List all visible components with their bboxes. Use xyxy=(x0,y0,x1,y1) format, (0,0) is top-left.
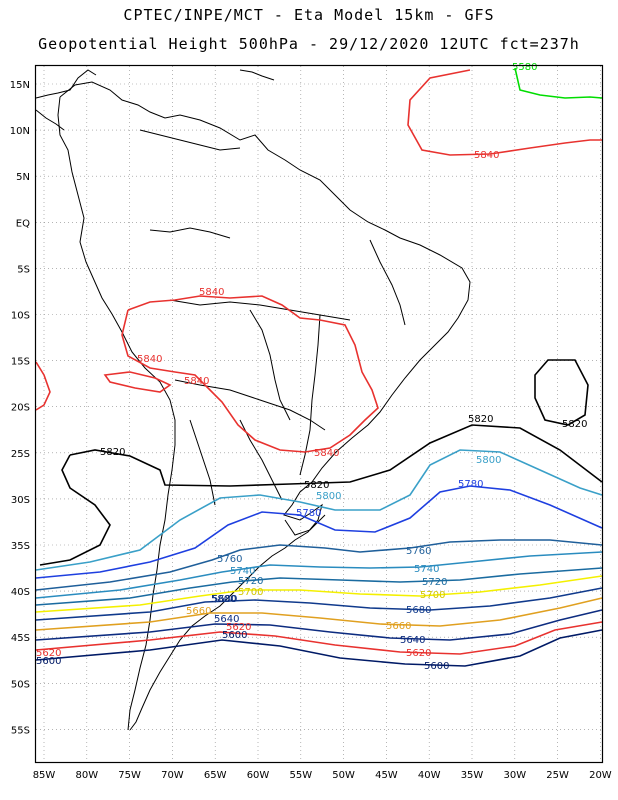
longitude-label: 40W xyxy=(418,770,441,781)
map-frame xyxy=(34,64,604,764)
latitude-label: 55S xyxy=(11,725,30,736)
contour-5760 xyxy=(35,539,603,591)
contours xyxy=(35,67,603,667)
label-5620-west: 5620 xyxy=(226,622,251,633)
label-5680-west: 5680 xyxy=(212,594,237,605)
longitude-label: 60W xyxy=(247,770,270,781)
label-5600-edge: 5600 xyxy=(36,656,61,667)
latitude-label: 5S xyxy=(17,264,30,275)
label-5660-west: 5660 xyxy=(186,606,211,617)
longitude-label: 35W xyxy=(461,770,484,781)
contour-5840-north xyxy=(407,69,602,156)
longitude-labels: 85W 80W 75W 70W 65W 60W 55W 50W 45W 40W 35W 30W 25W 2… xyxy=(33,770,612,781)
contour-5840-west-edge xyxy=(35,361,51,411)
contour-5600 xyxy=(35,629,603,667)
label-5780-center: 5780 xyxy=(296,508,321,519)
contour-5820-sw xyxy=(39,454,111,566)
label-5740-west: 5740 xyxy=(230,566,255,577)
contour-5780 xyxy=(35,485,603,579)
longitude-label: 75W xyxy=(118,770,141,781)
latitude-label: 45S xyxy=(11,633,30,644)
contour-5620 xyxy=(35,621,603,655)
contour-5660 xyxy=(35,597,603,631)
contour-5680 xyxy=(35,587,603,621)
coastline-south-america xyxy=(57,81,471,731)
longitude-label: 55W xyxy=(289,770,312,781)
label-5820-center: 5820 xyxy=(304,480,329,491)
latitude-label: 5N xyxy=(16,172,30,183)
map-title: CPTEC/INPE/MCT - Eta Model 15km - GFS xyxy=(123,6,495,24)
label-5600-west: 5600 xyxy=(222,630,247,641)
label-5640-west: 5640 xyxy=(214,614,239,625)
contour-5800 xyxy=(35,449,603,571)
contour-5820-main xyxy=(69,424,603,487)
label-5820-high: 5820 xyxy=(562,419,587,430)
contour-5580 xyxy=(514,67,603,99)
grid-lines xyxy=(36,66,602,762)
latitude-label: 10S xyxy=(11,311,30,322)
label-5660-east: 5660 xyxy=(386,621,411,632)
contour-5820-closed-high xyxy=(534,359,589,426)
contour-5640 xyxy=(35,609,603,641)
latitude-label: 15N xyxy=(10,80,30,91)
label-5800-east: 5800 xyxy=(476,455,501,466)
label-5760-west: 5760 xyxy=(217,554,242,565)
map-subtitle: Geopotential Height 500hPa - 29/12/2020 … xyxy=(38,35,580,53)
label-5720-west: 5720 xyxy=(238,576,263,587)
label-5800-center: 5800 xyxy=(316,491,341,502)
longitude-label: 20W xyxy=(589,770,612,781)
label-5680-east: 5680 xyxy=(406,605,431,616)
latitude-label: 15S xyxy=(11,357,30,368)
latitude-label: EQ xyxy=(16,218,30,229)
label-5620-east: 5620 xyxy=(406,648,431,659)
label-5780-east: 5780 xyxy=(458,479,483,490)
label-5580: 5580 xyxy=(512,62,537,73)
label-5840-d: 5840 xyxy=(314,448,339,459)
label-5820-east: 5820 xyxy=(468,414,493,425)
label-5840-b: 5840 xyxy=(137,354,162,365)
label-5640-east: 5640 xyxy=(400,635,425,646)
longitude-label: 85W xyxy=(33,770,56,781)
contour-5840-inland xyxy=(121,295,379,453)
label-5700-east: 5700 xyxy=(420,590,445,601)
label-5700-west: 5700 xyxy=(238,587,263,598)
label-5800-south: 5800 xyxy=(211,594,236,605)
contour-labels: 5580 5840 5840 5840 5840 5840 5820 5820 … xyxy=(36,62,587,672)
longitude-label: 65W xyxy=(204,770,227,781)
latitude-labels: 15N 10N 5N EQ 5S 10S 15S 20S 25S 30S 35S 40S 45S 50S 5… xyxy=(10,80,30,736)
label-5760-east: 5760 xyxy=(406,546,431,557)
latitude-label: 35S xyxy=(11,541,30,552)
label-5620-edge: 5620 xyxy=(36,648,61,659)
latitude-label: 25S xyxy=(11,449,30,460)
longitude-label: 25W xyxy=(546,770,569,781)
label-5840-a: 5840 xyxy=(199,287,224,298)
label-5720-east: 5720 xyxy=(422,577,447,588)
longitude-label: 45W xyxy=(375,770,398,781)
latitude-label: 50S xyxy=(11,679,30,690)
longitude-label: 80W xyxy=(75,770,98,781)
label-5820-west: 5820 xyxy=(100,447,125,458)
latitude-label: 40S xyxy=(11,587,30,598)
longitude-label: 30W xyxy=(503,770,526,781)
contour-5740 xyxy=(35,551,603,599)
latitude-label: 20S xyxy=(11,403,30,414)
label-5840-north: 5840 xyxy=(474,150,499,161)
latitude-label: 10N xyxy=(10,126,30,137)
label-5740-east: 5740 xyxy=(414,564,439,575)
longitude-label: 50W xyxy=(332,770,355,781)
label-5840-c: 5840 xyxy=(184,376,209,387)
latitude-label: 30S xyxy=(11,495,30,506)
longitude-label: 70W xyxy=(161,770,184,781)
coastline-central-america xyxy=(35,69,275,131)
contour-5720 xyxy=(35,567,603,606)
contour-5840-small-loop xyxy=(103,371,172,393)
label-5600-east: 5600 xyxy=(424,661,449,672)
contour-5700 xyxy=(35,575,603,613)
